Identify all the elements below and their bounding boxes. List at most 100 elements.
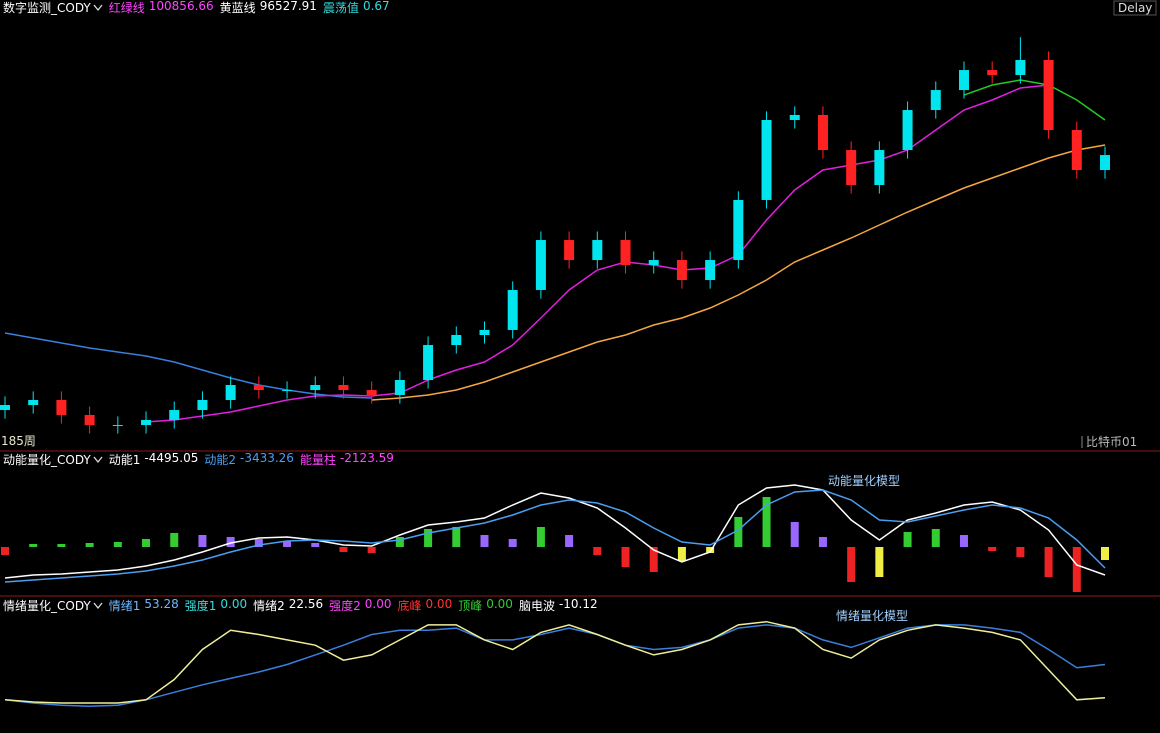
energy-bar [988,547,997,551]
candle-body [564,240,575,261]
candle-body [451,334,462,346]
candle-body [169,410,180,420]
candle-body [423,345,434,380]
indicator-value: -10.12 [558,596,598,611]
candle-body [338,385,349,391]
model-annotation: 情绪量化模型 [836,609,908,623]
chevron [93,4,103,12]
energy-bar [57,544,66,547]
energy-bar [339,547,348,552]
candle-body [507,289,518,330]
indicator-name: 脑电波 [518,598,555,613]
candle-body [817,114,828,151]
candle-body [0,405,10,411]
indicator-name: 动能1 [108,452,141,467]
status-box [1113,0,1157,16]
candle-body [874,150,885,185]
indicator-name: 情绪2 [253,598,285,613]
energy-bar [1101,547,1109,560]
candle-body [733,199,744,261]
pane-header: 动能量化_CODY 动能1 -4495.05 动能2 -3433.26 能量柱 -2123.… [3,451,394,468]
candle-body [930,90,941,111]
indicator-item: 动能2 -3433.26 [204,451,294,468]
candle-body [56,399,67,415]
candle-body [902,110,913,151]
energy-bar [790,522,799,547]
candle-body [225,385,236,400]
energy-bar [847,547,856,582]
indicator-value: 0.00 [425,596,453,611]
candle-body [761,119,772,200]
indicator-line [4,484,1106,579]
candle-body [705,260,716,281]
dropdown-icon[interactable] [93,600,103,610]
indicator-line [145,84,1049,423]
indicator-name: 强度1 [184,598,217,613]
energy-bar [452,527,461,547]
candle-body [253,385,264,391]
candle-body [1015,60,1026,75]
symbol-label: 比特币01 [1086,434,1137,449]
candle-body [84,414,95,426]
energy-bar [142,539,151,547]
pane-header: 情绪量化_CODY 情绪1 53.28 强度1 0.00 情绪2 22.56 强度2 0.00 底… [3,596,598,614]
candle-body [112,425,123,427]
indicator-item: 强度2 0.00 [329,597,391,614]
indicator-value: 0.67 [362,0,390,13]
indicator-value: -3433.26 [239,450,294,465]
energy-bar [29,544,38,547]
indicator-value: 96527.91 [259,0,317,13]
indicator-title: 动能量化_CODY [3,452,91,467]
candle-body [282,390,293,392]
energy-bar [226,537,235,547]
candle-body [958,70,969,91]
energy-bar [1016,547,1025,557]
indicator-line [4,489,1106,583]
indicator-item: 情绪1 53.28 [109,597,179,614]
dropdown-icon[interactable] [93,2,103,12]
energy-bar [762,497,771,547]
chevron [93,602,103,610]
energy-bar [734,517,743,547]
indicator-value: 0.00 [364,596,392,611]
energy-bar [875,547,884,577]
candle-body [141,419,152,426]
energy-bar [113,542,122,547]
energy-bar [818,537,827,547]
energy-bar [254,539,263,547]
candle-body [1071,130,1082,171]
indicator-name: 震荡值 [322,0,359,15]
indicator-name: 能量柱 [299,452,336,467]
candle-body [1100,155,1110,171]
indicator-line [4,624,1106,707]
indicator-name: 黄蓝线 [219,0,256,15]
candle-body [620,240,631,265]
status: Delay [1118,1,1152,15]
energy-bar [1,547,9,555]
indicator-item: 顶峰 0.00 [458,597,513,614]
indicator-item: 脑电波 -10.12 [519,597,598,614]
candle-body [789,114,800,120]
indicator-name: 强度2 [329,598,361,613]
candle-body [535,240,546,290]
candle-body [987,70,998,75]
energy-bar [480,535,489,547]
indicator-value: 22.56 [288,596,324,611]
candle-body [648,260,659,265]
period-label: 185周 [1,434,36,448]
indicator-value: 53.28 [144,596,179,611]
energy-bar [649,547,658,572]
candle-body [366,390,377,395]
candle-body [479,329,490,335]
indicator-item: 黄蓝线 96527.91 [220,0,317,16]
dropdown-icon[interactable] [93,454,103,464]
candle-body [676,260,687,281]
indicator-name: 动能2 [204,452,236,467]
energy-bar [283,541,292,547]
chevron [93,456,103,464]
indicator-line [371,144,1106,401]
energy-bar [508,539,517,547]
indicator-item: 红绿线 100856.66 [109,0,214,16]
indicator-line [4,332,372,399]
